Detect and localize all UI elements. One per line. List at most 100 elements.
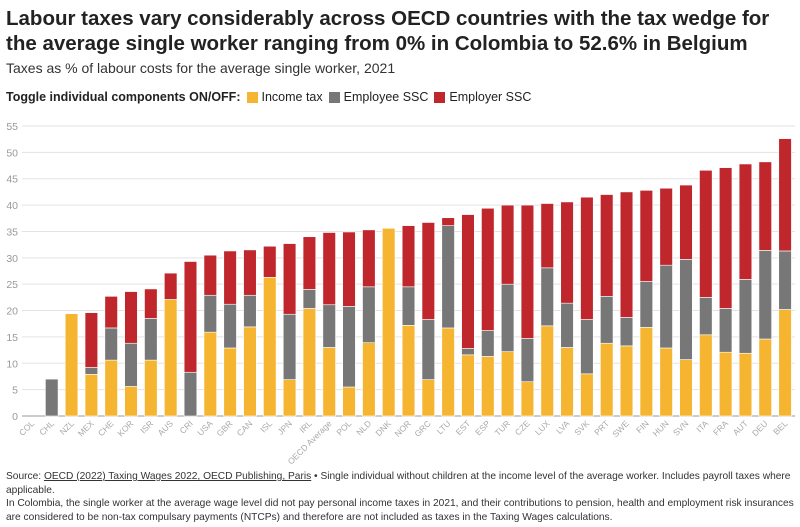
bar-segment[interactable] xyxy=(639,281,653,328)
bar-segment[interactable] xyxy=(183,261,198,373)
bar-segment[interactable] xyxy=(401,286,416,326)
bar-segment[interactable] xyxy=(738,279,753,354)
bar-segment[interactable] xyxy=(124,386,138,417)
bar-segment[interactable] xyxy=(263,277,277,417)
bar-segment[interactable] xyxy=(441,217,455,226)
bar-segment[interactable] xyxy=(738,352,753,417)
bar-segment[interactable] xyxy=(144,359,158,417)
bar-segment[interactable] xyxy=(263,245,277,278)
bar-segment[interactable] xyxy=(758,338,772,417)
bar-segment[interactable] xyxy=(580,196,594,320)
bar-segment[interactable] xyxy=(282,243,297,315)
bar-segment[interactable] xyxy=(619,317,634,347)
bar-segment[interactable] xyxy=(679,359,693,417)
bar-segment[interactable] xyxy=(500,351,515,417)
bar-segment[interactable] xyxy=(718,308,733,353)
bar-segment[interactable] xyxy=(421,319,435,380)
bar-segment[interactable] xyxy=(758,250,772,340)
bar-segment[interactable] xyxy=(64,313,79,417)
bar-segment[interactable] xyxy=(619,345,634,417)
bar-segment[interactable] xyxy=(342,386,356,417)
bar-segment[interactable] xyxy=(124,291,138,344)
bar-segment[interactable] xyxy=(778,250,792,310)
bar-segment[interactable] xyxy=(84,374,99,417)
bar-segment[interactable] xyxy=(540,203,554,269)
bar-segment[interactable] xyxy=(362,342,376,417)
bar-segment[interactable] xyxy=(580,319,594,375)
bar-segment[interactable] xyxy=(659,264,673,349)
bar-segment[interactable] xyxy=(639,190,653,282)
bar-segment[interactable] xyxy=(778,309,792,417)
bar-segment[interactable] xyxy=(401,325,416,417)
bar-segment[interactable] xyxy=(699,334,713,417)
bar-segment[interactable] xyxy=(639,327,653,417)
bar-segment[interactable] xyxy=(342,231,356,307)
bar-segment[interactable] xyxy=(203,254,217,296)
bar-segment[interactable] xyxy=(144,318,158,361)
bar-segment[interactable] xyxy=(679,184,693,260)
source-link[interactable]: OECD (2022) Taxing Wages 2022, OECD Publ… xyxy=(43,471,312,482)
bar-segment[interactable] xyxy=(500,283,515,352)
bar-segment[interactable] xyxy=(203,294,217,333)
bar-segment[interactable] xyxy=(580,373,594,417)
bar-segment[interactable] xyxy=(322,232,336,306)
bar-segment[interactable] xyxy=(84,312,99,368)
legend-item-income-tax[interactable]: Income tax xyxy=(246,90,323,104)
bar-segment[interactable] xyxy=(600,296,614,344)
bar-segment[interactable] xyxy=(718,167,733,309)
bar-segment[interactable] xyxy=(104,327,118,361)
bar-segment[interactable] xyxy=(164,299,178,417)
bar-segment[interactable] xyxy=(540,325,554,417)
bar-segment[interactable] xyxy=(758,161,772,251)
bar-segment[interactable] xyxy=(778,138,792,252)
bar-segment[interactable] xyxy=(421,222,435,320)
bar-segment[interactable] xyxy=(699,297,713,336)
bar-segment[interactable] xyxy=(421,379,435,417)
bar-segment[interactable] xyxy=(619,191,634,318)
bar-segment[interactable] xyxy=(104,296,118,329)
bar-segment[interactable] xyxy=(144,288,158,319)
bar-segment[interactable] xyxy=(441,327,455,417)
bar-segment[interactable] xyxy=(124,342,138,387)
bar-segment[interactable] xyxy=(223,347,237,417)
bar-segment[interactable] xyxy=(84,367,99,375)
bar-segment[interactable] xyxy=(164,272,178,300)
bar-segment[interactable] xyxy=(322,347,336,417)
bar-segment[interactable] xyxy=(738,163,753,280)
bar-segment[interactable] xyxy=(500,204,515,285)
legend-item-employee-ssc[interactable]: Employee SSC xyxy=(328,90,428,104)
bar-segment[interactable] xyxy=(302,308,317,417)
bar-segment[interactable] xyxy=(104,359,118,417)
bar-segment[interactable] xyxy=(461,354,475,417)
bar-segment[interactable] xyxy=(481,330,495,357)
bar-segment[interactable] xyxy=(481,356,495,417)
bar-segment[interactable] xyxy=(243,326,257,417)
bar-segment[interactable] xyxy=(45,378,59,417)
bar-segment[interactable] xyxy=(600,342,614,417)
bar-segment[interactable] xyxy=(382,227,396,417)
bar-segment[interactable] xyxy=(441,225,455,329)
bar-segment[interactable] xyxy=(699,169,713,298)
bar-segment[interactable] xyxy=(481,207,495,331)
bar-segment[interactable] xyxy=(282,313,297,380)
bar-segment[interactable] xyxy=(560,302,574,348)
bar-segment[interactable] xyxy=(342,306,356,388)
bar-segment[interactable] xyxy=(223,250,237,305)
bar-segment[interactable] xyxy=(600,194,614,297)
bar-segment[interactable] xyxy=(362,229,376,288)
bar-segment[interactable] xyxy=(203,331,217,417)
bar-segment[interactable] xyxy=(520,381,535,417)
bar-segment[interactable] xyxy=(679,259,693,360)
bar-segment[interactable] xyxy=(659,347,673,417)
bar-segment[interactable] xyxy=(520,338,535,383)
bar-segment[interactable] xyxy=(243,294,257,328)
bar-segment[interactable] xyxy=(540,267,554,327)
bar-segment[interactable] xyxy=(183,371,198,417)
bar-segment[interactable] xyxy=(302,236,317,290)
bar-segment[interactable] xyxy=(223,303,237,349)
bar-segment[interactable] xyxy=(560,347,574,417)
bar-segment[interactable] xyxy=(282,379,297,417)
bar-segment[interactable] xyxy=(560,201,574,304)
bar-segment[interactable] xyxy=(520,204,535,339)
bar-segment[interactable] xyxy=(401,225,416,288)
